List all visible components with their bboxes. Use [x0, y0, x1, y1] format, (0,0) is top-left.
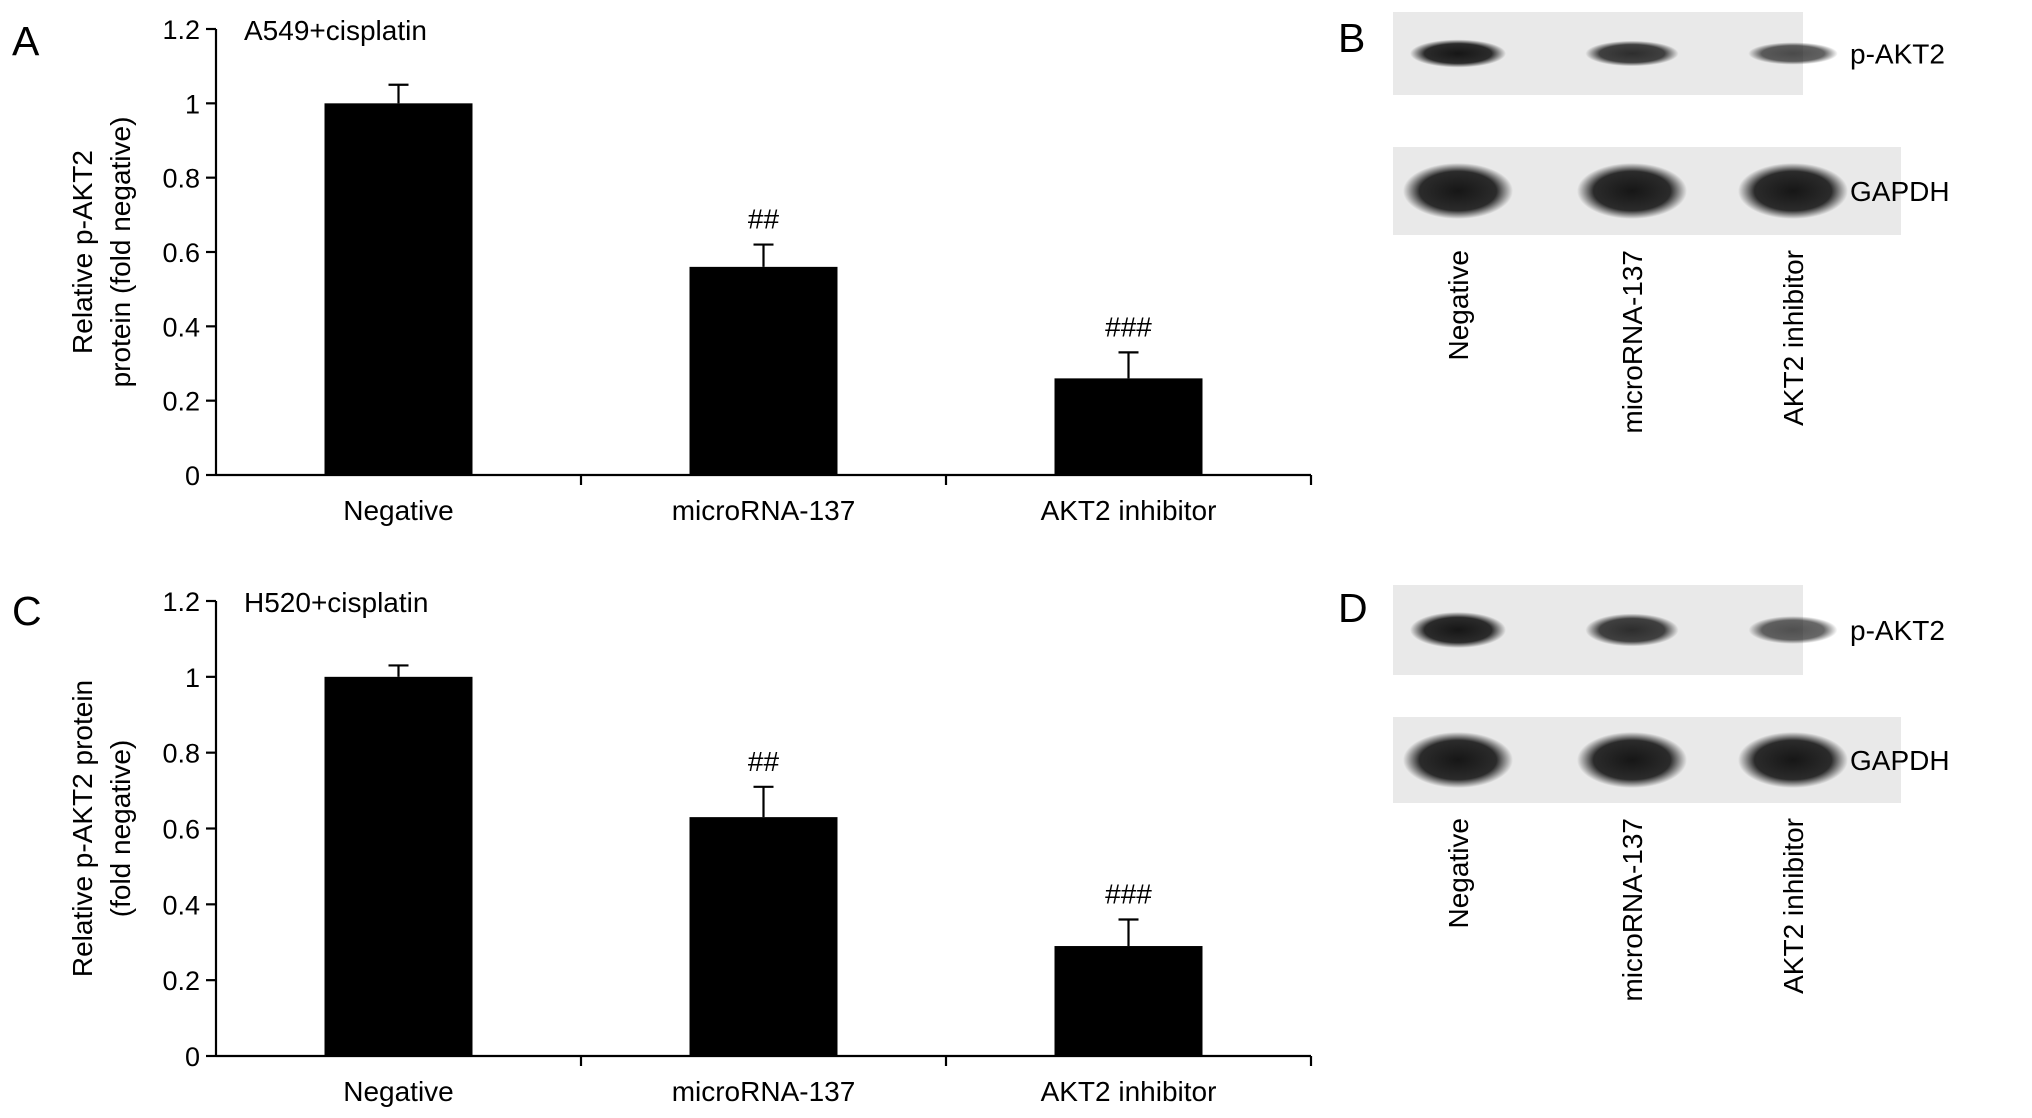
- panel-letter-c: C: [12, 588, 42, 634]
- chart-a-category-label: Negative: [343, 495, 454, 526]
- blot-b-band: [1748, 42, 1838, 65]
- blot-b-band: [1585, 40, 1679, 67]
- chart-a-y-tick-label: 0: [185, 461, 200, 491]
- chart-c-bar: [1054, 946, 1203, 1056]
- blot-b-row-label: p-AKT2: [1850, 39, 1945, 70]
- chart-c-y-tick-label: 0.6: [162, 815, 200, 845]
- panel-letter-d: D: [1338, 585, 1368, 631]
- bar-chart-a549: 0 0.2 0.4 0.6 0.8 1 1.2 Negative microRNA-137 ## A…: [67, 15, 1313, 526]
- chart-c-y-tick-label: 1: [185, 663, 200, 693]
- chart-c-y-axis-title: (fold negative): [105, 740, 136, 917]
- blot-d-band: [1410, 612, 1506, 648]
- blot-d-lane-label: Negative: [1443, 818, 1474, 929]
- western-blot-a549: p-AKT2 GAPDH Negative microRNA-137 AKT2 inhi…: [1393, 12, 1950, 434]
- chart-a-y-tick-label: 0.6: [162, 238, 200, 268]
- chart-a-y-tick-label: 1: [185, 89, 200, 119]
- chart-a-y-tick-label: 0.8: [162, 164, 200, 194]
- chart-a-category-label: AKT2 inhibitor: [1041, 495, 1217, 526]
- bar-chart-h520: 0 0.2 0.4 0.6 0.8 1 1.2 Negative microRNA-137 ## A…: [67, 587, 1313, 1107]
- chart-c-category-label: microRNA-137: [672, 1076, 856, 1107]
- chart-a-category-label: microRNA-137: [672, 495, 856, 526]
- blot-d-band: [1748, 616, 1838, 644]
- blot-b-row-label: GAPDH: [1850, 176, 1950, 207]
- chart-c-y-tick-label: 0.4: [162, 890, 200, 920]
- blot-d-lane-label: AKT2 inhibitor: [1778, 818, 1809, 994]
- blot-d-band: [1403, 732, 1513, 788]
- blot-d-band: [1738, 732, 1848, 788]
- blot-d-band: [1577, 732, 1687, 788]
- chart-a-significance-mark: ###: [1105, 311, 1152, 342]
- chart-c-y-tick-label: 0.2: [162, 966, 200, 996]
- blot-b-lane-label: AKT2 inhibitor: [1778, 250, 1809, 426]
- blot-b-lane-label: Negative: [1443, 250, 1474, 361]
- chart-a-y-axis-title: protein (fold negative): [105, 117, 136, 388]
- chart-c-y-tick-label: 0: [185, 1042, 200, 1072]
- panel-letter-b: B: [1338, 15, 1365, 61]
- chart-c-y-tick-label: 1.2: [162, 587, 200, 617]
- chart-a-y-tick-label: 0.4: [162, 312, 200, 342]
- chart-c-significance-mark: ##: [748, 746, 780, 777]
- blot-b-band: [1410, 39, 1506, 68]
- western-blot-h520: p-AKT2 GAPDH Negative microRNA-137 AKT2 inhi…: [1393, 585, 1950, 1002]
- chart-c-y-axis-title: Relative p-AKT2 protein: [67, 680, 98, 977]
- chart-a-bar: [324, 103, 473, 475]
- chart-a-y-tick-label: 0.2: [162, 387, 200, 417]
- panel-letter-a: A: [12, 18, 40, 64]
- chart-c-y-tick-label: 0.8: [162, 739, 200, 769]
- chart-a-condition-label: A549+cisplatin: [244, 15, 427, 46]
- chart-a-bar: [1054, 378, 1203, 475]
- blot-d-row-label: GAPDH: [1850, 745, 1950, 776]
- blot-b-band: [1738, 163, 1848, 219]
- blot-b-lane-label: microRNA-137: [1617, 250, 1648, 434]
- chart-a-y-tick-label: 1.2: [162, 15, 200, 45]
- chart-c-condition-label: H520+cisplatin: [244, 587, 428, 618]
- chart-c-significance-mark: ###: [1105, 879, 1152, 910]
- blot-d-row-label: p-AKT2: [1850, 615, 1945, 646]
- blot-d-lane-label: microRNA-137: [1617, 818, 1648, 1002]
- chart-a-bar: [689, 266, 838, 475]
- chart-a-significance-mark: ##: [748, 204, 780, 235]
- chart-c-category-label: AKT2 inhibitor: [1041, 1076, 1217, 1107]
- chart-c-bar: [689, 817, 838, 1056]
- blot-d-band: [1585, 613, 1679, 647]
- chart-c-category-label: Negative: [343, 1076, 454, 1107]
- blot-b-band: [1403, 163, 1513, 219]
- chart-a-y-axis-title: Relative p-AKT2: [67, 150, 98, 354]
- blot-b-band: [1577, 163, 1687, 219]
- chart-c-bar: [324, 676, 473, 1056]
